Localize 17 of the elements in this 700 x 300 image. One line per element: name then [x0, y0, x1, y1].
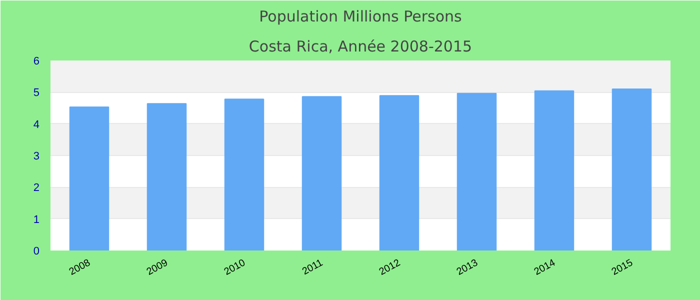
chart-title: Population Millions Persons	[259, 8, 462, 26]
chart-subtitle: Costa Rica, Année 2008-2015	[248, 38, 472, 56]
x-tick-label: 2011	[300, 257, 326, 278]
y-tick-label: 3	[33, 150, 40, 162]
x-tick-label: 2013	[455, 257, 480, 278]
x-tick-label: 2012	[378, 257, 403, 278]
y-tick-label: 0	[33, 246, 40, 258]
x-tick-label: 2008	[68, 257, 93, 278]
x-tick-label: 2010	[222, 257, 248, 278]
x-tick-label: 2014	[532, 257, 558, 278]
y-tick-label: 4	[33, 118, 40, 131]
x-tick-label: 2009	[145, 257, 170, 278]
y-tick-label: 2	[33, 182, 40, 194]
y-tick-label: 5	[33, 87, 40, 100]
x-tick-label: 2015	[610, 257, 636, 278]
y-tick-label: 1	[33, 214, 40, 226]
y-tick-label: 6	[33, 56, 40, 68]
